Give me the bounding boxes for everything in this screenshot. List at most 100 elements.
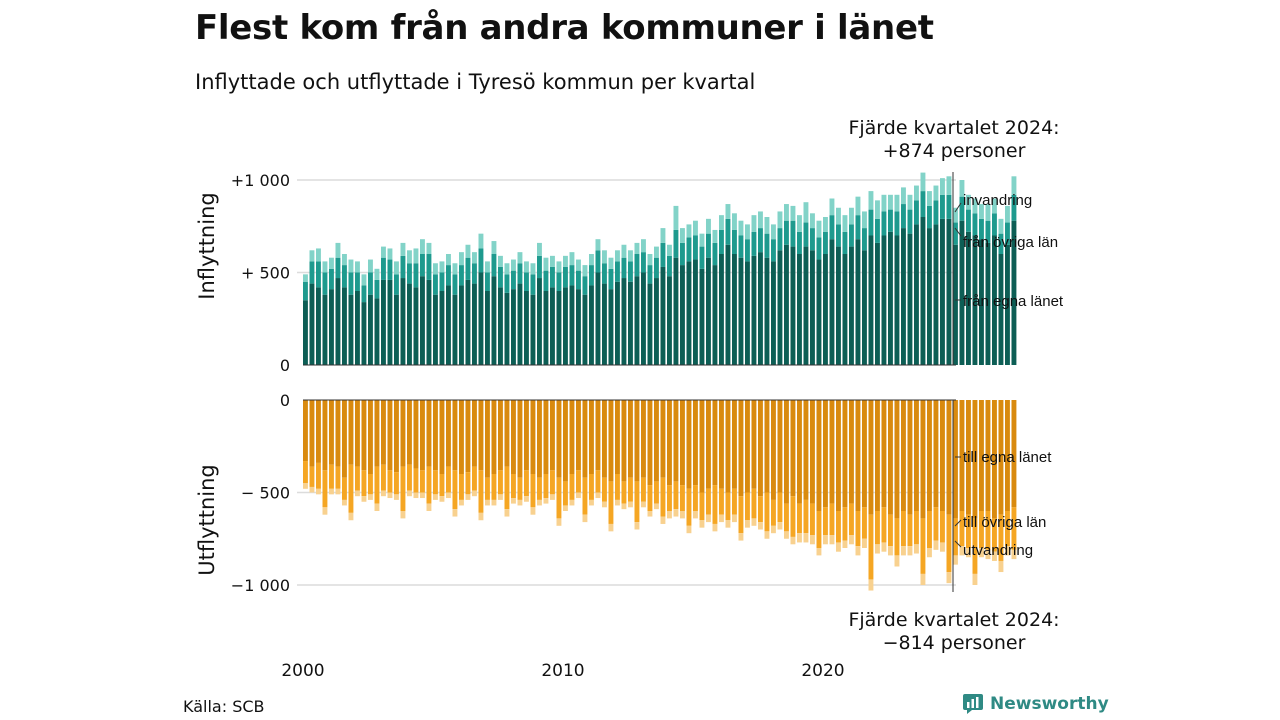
inflow-bar [530, 274, 536, 295]
outflow-bar [641, 400, 646, 478]
inflow-bar [888, 231, 893, 365]
inflow-bar [693, 259, 698, 365]
outflow-bar [712, 485, 718, 524]
inflow-bar [628, 281, 633, 365]
inflow-bar [309, 283, 315, 365]
outflow-annotation-line1: Fjärde kvartalet 2024: [848, 609, 1059, 631]
inflow-bar [855, 239, 861, 365]
inflow-bar [732, 229, 737, 254]
outflow-bar [706, 514, 711, 523]
outflow-bar [732, 488, 737, 515]
outflow-bar [699, 400, 705, 493]
inflow-bar [563, 255, 568, 267]
outflow-bar [563, 481, 568, 506]
inflow-bar [433, 294, 438, 365]
inflow-bar [725, 244, 731, 365]
outflow-bar [348, 512, 354, 521]
inflow-bar [998, 233, 1004, 254]
inflow-bar [940, 218, 945, 365]
inflow-bar [745, 239, 750, 262]
outflow-bar [322, 470, 328, 508]
inflow-bar [758, 211, 763, 229]
inflow-bar [667, 255, 672, 277]
outflow-bar [907, 514, 913, 547]
inflow-bar [680, 242, 685, 266]
outflow-bar [972, 518, 978, 574]
inflow-bar [712, 242, 718, 266]
outflow-bar [498, 494, 503, 500]
inflow-bar [725, 218, 731, 245]
outflow-bar [667, 511, 672, 519]
outflow-bar [556, 400, 562, 478]
outflow-bar [836, 511, 841, 543]
outflow-bar [563, 505, 568, 511]
inflow-bar [738, 257, 744, 365]
outflow-bar [803, 533, 809, 543]
outflow-bar [426, 400, 432, 467]
inflow-bar [485, 261, 490, 273]
outflow-bar [660, 516, 666, 524]
outflow-bar [608, 481, 614, 524]
inflow-bar [660, 242, 666, 267]
outflow-bar [342, 400, 347, 478]
outflow-bar [576, 400, 581, 471]
inflow-bar [608, 257, 614, 269]
outflow-bar [602, 477, 607, 502]
outflow-bar [491, 474, 497, 500]
outflow-bar [927, 400, 932, 511]
outflow-bar [602, 501, 607, 508]
outflow-bar [712, 523, 718, 532]
x-tick-label: 2000 [281, 661, 324, 681]
outflow-bar [368, 494, 373, 500]
inflow-bar [524, 261, 529, 273]
inflow-bar [1011, 220, 1017, 365]
outflow-bar [797, 400, 802, 504]
inflow-bar [732, 213, 737, 230]
outflow-bar [329, 464, 334, 489]
outflow-bar [628, 400, 633, 478]
inflow-bar [920, 191, 926, 217]
inflow-bar [537, 255, 542, 279]
inflow-bar [368, 272, 373, 295]
inflow-bar [426, 279, 432, 365]
outflow-bar [303, 483, 308, 489]
outflow-bar [940, 400, 945, 511]
y-tick-label: 0 [280, 356, 290, 375]
inflow-bar [322, 261, 328, 273]
inflow-bar [407, 283, 412, 365]
inflow-bar [842, 231, 848, 254]
outflow-bar [777, 522, 783, 530]
inflow-bar [615, 281, 620, 365]
inflow-bar [894, 211, 900, 236]
inflow-bar [959, 180, 965, 197]
inflow-bar [374, 279, 380, 299]
outflow-bar [810, 400, 815, 504]
inflow-bar [439, 291, 445, 365]
inflow-bar [303, 281, 308, 301]
outflow-bar [537, 400, 542, 478]
inflow-bar [517, 283, 523, 365]
inflow-bar [387, 279, 393, 365]
outflow-bar [738, 496, 744, 534]
inflow-bar [992, 198, 997, 214]
inflow-bar [524, 291, 529, 365]
inflow-bar [660, 266, 666, 365]
inflow-bar [933, 185, 939, 201]
inflow-bar [628, 261, 633, 282]
inflow-bar [927, 205, 932, 229]
inflow-bar [686, 261, 692, 365]
outflow-bar [472, 490, 477, 497]
inflow-bar [335, 242, 341, 258]
inflow-bar [998, 254, 1004, 365]
inflow-bar [849, 246, 854, 365]
outflow-bar [537, 499, 542, 506]
inflow-bar [517, 252, 523, 264]
inflow-bar [777, 250, 783, 365]
outflow-bar [803, 400, 809, 500]
inflow-bar [452, 294, 458, 365]
inflow-bar [764, 257, 770, 365]
inflow-bar [751, 231, 757, 256]
inflow-bar [901, 187, 906, 205]
outflow-bar [524, 400, 529, 471]
